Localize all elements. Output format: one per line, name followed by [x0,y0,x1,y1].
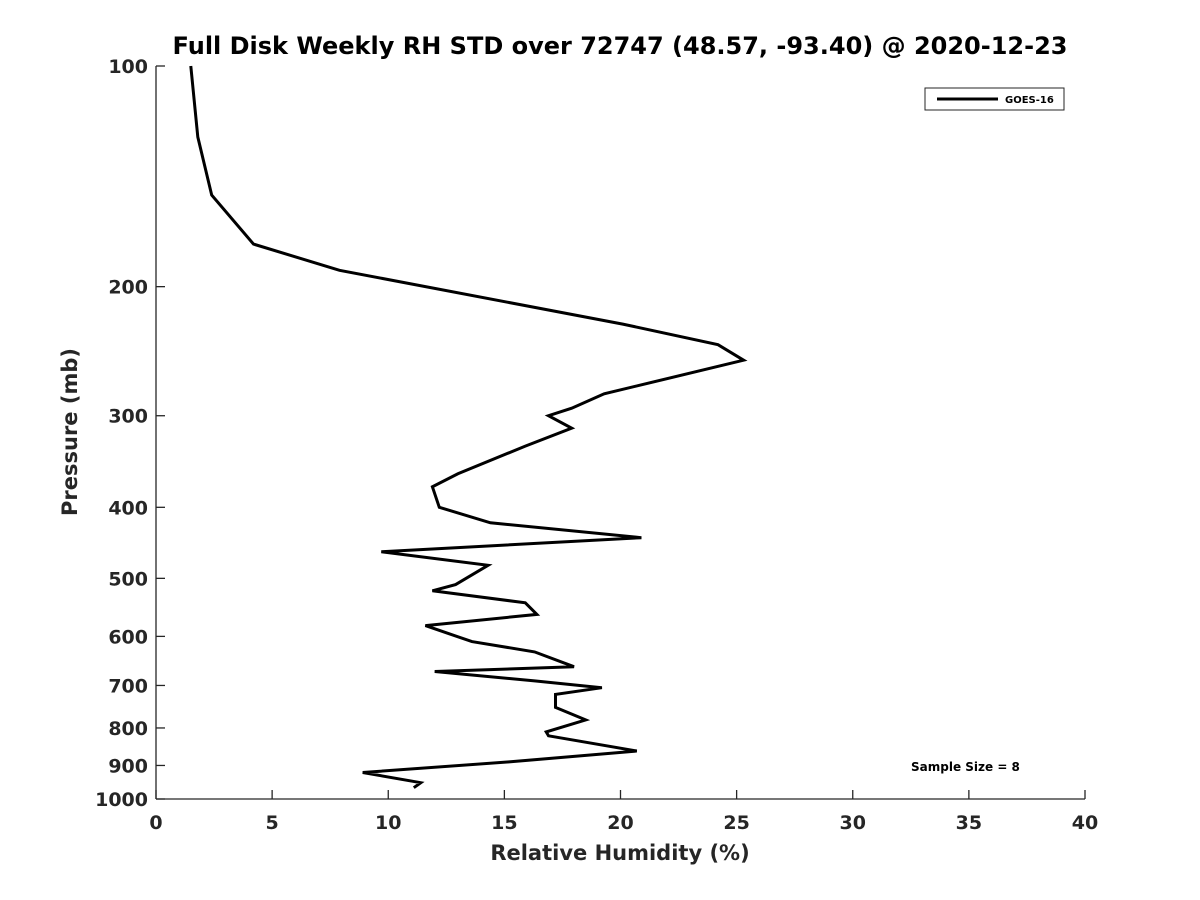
x-tick-label: 0 [149,812,162,834]
chart-title: Full Disk Weekly RH STD over 72747 (48.5… [173,32,1068,60]
x-tick-label: 20 [607,812,633,834]
y-tick-label: 1000 [95,789,148,811]
y-tick-label: 900 [108,755,148,777]
legend-label: GOES-16 [1005,95,1054,106]
x-tick-label: 25 [723,812,749,834]
y-tick-label: 600 [108,626,148,648]
y-tick-label: 200 [108,277,148,299]
x-tick-label: 15 [491,812,517,834]
y-ticks: 100 200 300 400 500 600 700 800 900 1000 [95,56,165,811]
y-tick-label: 700 [108,675,148,697]
x-tick-label: 10 [375,812,401,834]
x-tick-label: 30 [840,812,866,834]
legend: GOES-16 [924,87,1065,111]
y-axis-label: Pressure (mb) [58,348,82,516]
x-ticks: 0 5 10 15 20 25 30 35 40 [149,790,1098,834]
y-tick-label: 300 [108,406,148,428]
y-tick-label: 400 [108,497,148,519]
x-tick-label: 40 [1072,812,1098,834]
x-tick-label: 35 [956,812,982,834]
y-tick-label: 500 [108,568,148,590]
y-tick-label: 100 [108,56,148,78]
y-tick-label: 800 [108,718,148,740]
x-tick-label: 5 [266,812,279,834]
x-axis-label: Relative Humidity (%) [490,841,749,865]
sample-size-annotation: Sample Size = 8 [911,760,1020,774]
series-line-goes16 [189,65,748,789]
